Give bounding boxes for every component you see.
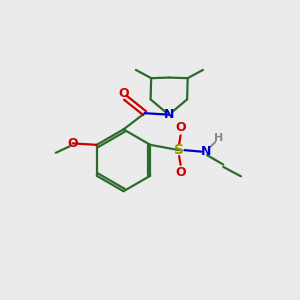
Text: O: O: [67, 137, 78, 150]
Text: O: O: [175, 121, 186, 134]
Text: N: N: [200, 145, 211, 158]
Text: H: H: [214, 134, 223, 143]
Text: S: S: [174, 143, 184, 157]
Text: O: O: [175, 166, 186, 179]
Text: O: O: [119, 87, 129, 100]
Text: N: N: [164, 108, 174, 121]
